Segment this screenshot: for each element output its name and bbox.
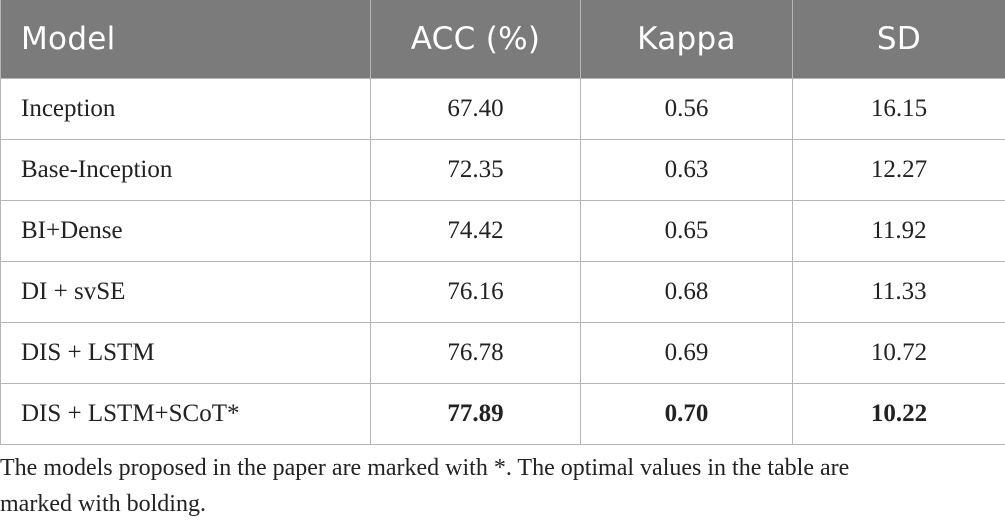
kappa-cell: 0.56 [580, 78, 793, 140]
results-table: Model ACC (%) Kappa SD Inception 67.40 0… [0, 0, 1005, 445]
sd-cell: 12.27 [792, 139, 1005, 201]
table-row: DIS + LSTM 76.78 0.69 10.72 [0, 322, 1005, 384]
model-cell: BI+Dense [0, 200, 371, 262]
sd-cell: 11.92 [792, 200, 1005, 262]
model-cell: Base-Inception [0, 139, 371, 201]
table-row: BI+Dense 74.42 0.65 11.92 [0, 200, 1005, 262]
model-cell: DIS + LSTM+SCoT* [0, 383, 371, 445]
kappa-cell: 0.69 [580, 322, 793, 384]
acc-cell: 72.35 [370, 139, 581, 201]
table-row: Inception 67.40 0.56 16.15 [0, 78, 1005, 140]
acc-cell-best: 77.89 [370, 383, 581, 445]
model-cell: DIS + LSTM [0, 322, 371, 384]
sd-cell-best: 10.22 [792, 383, 1005, 445]
header-kappa: Kappa [580, 0, 793, 79]
model-cell: Inception [0, 78, 371, 140]
table-footnote: The models proposed in the paper are mar… [0, 450, 990, 522]
table-row-best: DIS + LSTM+SCoT* 77.89 0.70 10.22 [0, 383, 1005, 445]
table-header: Model ACC (%) Kappa SD [0, 0, 1005, 79]
header-row: Model ACC (%) Kappa SD [0, 0, 1005, 79]
results-table-container: Model ACC (%) Kappa SD Inception 67.40 0… [0, 0, 1005, 445]
kappa-cell-best: 0.70 [580, 383, 793, 445]
footnote-line-1: The models proposed in the paper are mar… [0, 455, 850, 481]
acc-cell: 74.42 [370, 200, 581, 262]
header-sd: SD [792, 0, 1005, 79]
table-body: Inception 67.40 0.56 16.15 Base-Inceptio… [0, 78, 1005, 445]
header-acc: ACC (%) [370, 0, 581, 79]
kappa-cell: 0.68 [580, 261, 793, 323]
model-cell: DI + svSE [0, 261, 371, 323]
acc-cell: 76.78 [370, 322, 581, 384]
kappa-cell: 0.65 [580, 200, 793, 262]
sd-cell: 10.72 [792, 322, 1005, 384]
header-model: Model [0, 0, 371, 79]
acc-cell: 76.16 [370, 261, 581, 323]
table-row: Base-Inception 72.35 0.63 12.27 [0, 139, 1005, 201]
acc-cell: 67.40 [370, 78, 581, 140]
sd-cell: 11.33 [792, 261, 1005, 323]
table-row: DI + svSE 76.16 0.68 11.33 [0, 261, 1005, 323]
sd-cell: 16.15 [792, 78, 1005, 140]
footnote-line-2: marked with bolding. [0, 491, 206, 517]
kappa-cell: 0.63 [580, 139, 793, 201]
